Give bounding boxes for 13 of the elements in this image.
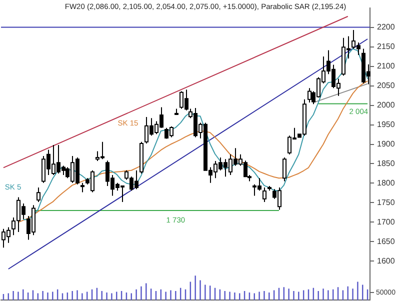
y-tick-label: 1900 (377, 139, 396, 148)
y-tick-label: 2100 (377, 61, 396, 70)
y-tick-label: 1600 (377, 256, 396, 266)
y-tick-label: 2050 (377, 80, 396, 90)
y-tick-label: 2200 (377, 22, 396, 32)
y-tick-label: 1750 (377, 198, 396, 207)
y-tick-label: 2000 (377, 100, 396, 110)
y-tick-label: 1650 (377, 236, 396, 246)
y-tick-label: 1850 (377, 158, 396, 168)
y-tick-label: 2150 (377, 42, 396, 51)
y-tick-label: 1950 (377, 120, 396, 129)
y-tick-label: 1800 (377, 178, 396, 188)
y-tick-label: 1700 (377, 217, 396, 226)
